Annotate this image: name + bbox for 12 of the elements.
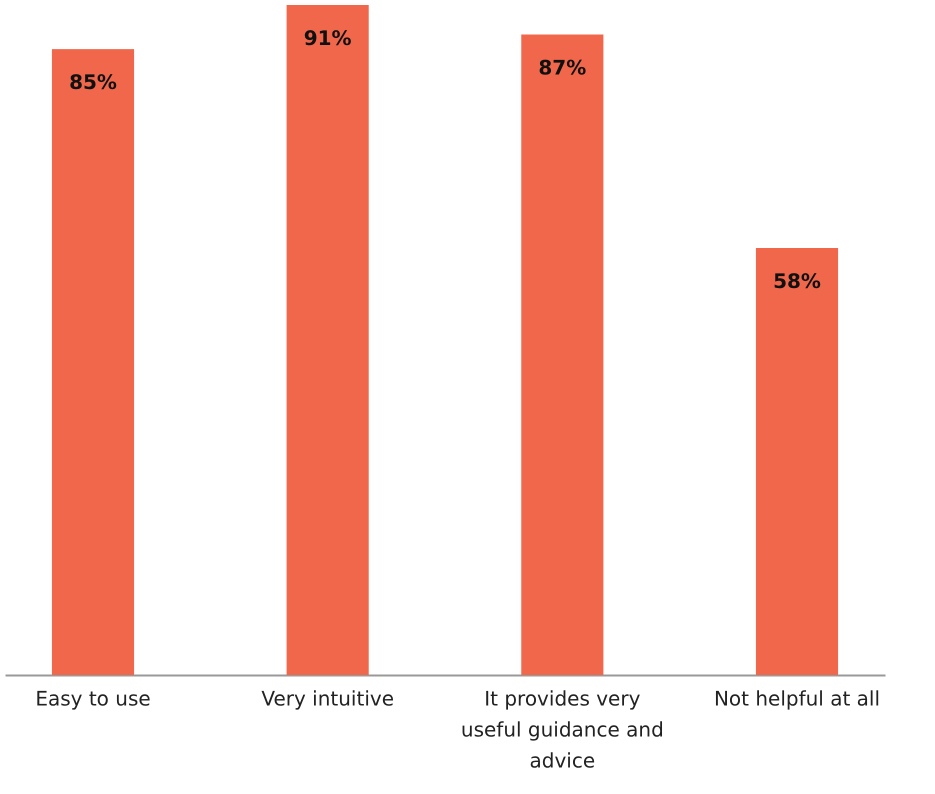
x-tick-label: Not helpful at all bbox=[714, 686, 880, 710]
bar bbox=[521, 34, 604, 675]
x-tick-label: It provides very useful guidance and advice bbox=[460, 686, 664, 772]
x-tick-label: Easy to use bbox=[35, 686, 151, 710]
bar bbox=[52, 49, 134, 675]
bar bbox=[286, 5, 369, 675]
data-label: 91% bbox=[304, 26, 352, 50]
bar bbox=[756, 248, 838, 675]
data-label: 87% bbox=[538, 55, 586, 80]
x-tick-label: Very intuitive bbox=[261, 686, 394, 710]
data-label: 58% bbox=[773, 268, 821, 293]
data-label: 85% bbox=[69, 70, 117, 94]
